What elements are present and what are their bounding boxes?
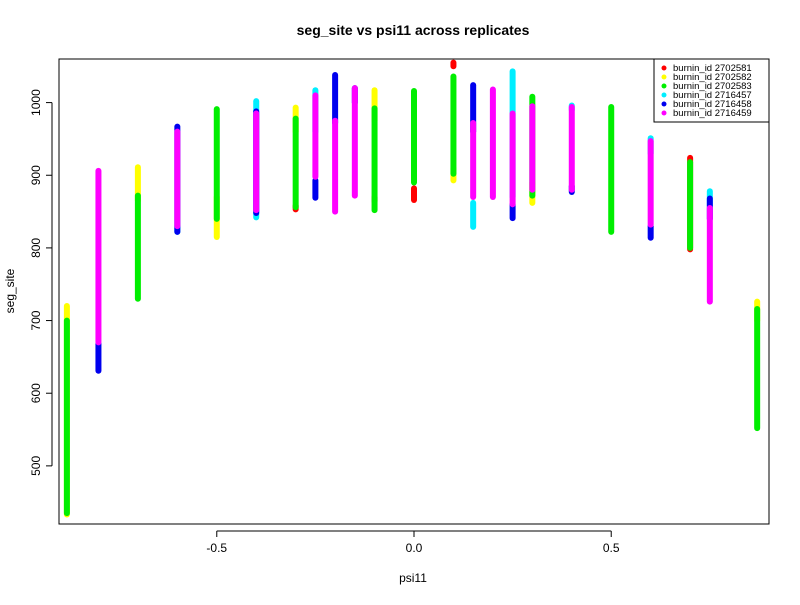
legend-marker bbox=[661, 65, 667, 71]
x-tick-label: 0.0 bbox=[406, 541, 423, 555]
plot-frame bbox=[58, 58, 770, 525]
x-axis-label: psi11 bbox=[399, 571, 427, 585]
x-tick-label: -0.5 bbox=[206, 541, 227, 555]
legend-label: burnin_id 2716457 bbox=[673, 90, 752, 101]
legend-marker bbox=[661, 110, 667, 116]
legend-label: burnin_id 2716459 bbox=[673, 108, 752, 119]
y-tick-label: 700 bbox=[29, 310, 43, 330]
legend-marker bbox=[661, 101, 667, 107]
y-axis-label: seg_site bbox=[3, 268, 17, 313]
x-tick-label: 0.5 bbox=[603, 541, 620, 555]
y-axis: 500 600 700 800 900 1000 bbox=[29, 89, 53, 476]
y-tick-label: 600 bbox=[29, 383, 43, 403]
legend-marker bbox=[661, 83, 667, 89]
legend-marker bbox=[661, 92, 667, 98]
legend-label: burnin_id 2702582 bbox=[673, 72, 752, 83]
legend-label: burnin_id 2716458 bbox=[673, 99, 752, 110]
chart-title: seg_site vs psi11 across replicates bbox=[297, 22, 530, 38]
legend-marker bbox=[661, 74, 667, 80]
legend-box bbox=[653, 58, 770, 123]
data-points bbox=[63, 59, 761, 518]
x-axis: -0.5 0.0 0.5 bbox=[206, 530, 620, 555]
series-6 bbox=[95, 85, 713, 346]
y-tick-label: 500 bbox=[29, 456, 43, 476]
legend-label: burnin_id 2702581 bbox=[673, 63, 752, 74]
y-tick-label: 900 bbox=[29, 165, 43, 185]
legend-label: burnin_id 2702583 bbox=[673, 81, 752, 92]
y-tick-label: 1000 bbox=[29, 89, 43, 116]
y-tick-label: 800 bbox=[29, 238, 43, 258]
